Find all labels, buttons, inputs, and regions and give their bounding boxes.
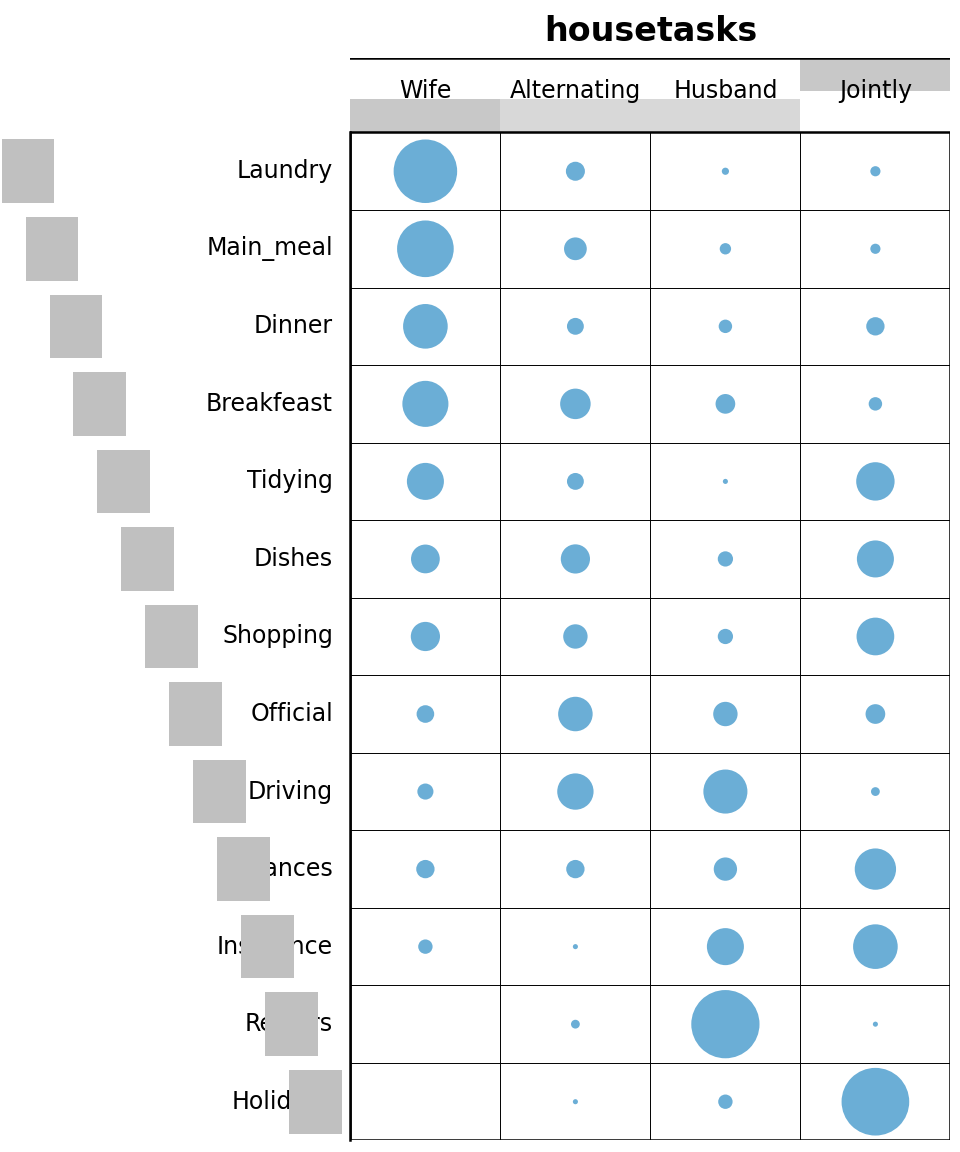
- Point: [418, 317, 433, 335]
- Point: [718, 550, 733, 568]
- Text: Laundry: Laundry: [236, 159, 333, 183]
- Point: [418, 782, 433, 801]
- Text: Official: Official: [251, 702, 333, 726]
- Point: [418, 472, 433, 491]
- Text: Repairs: Repairs: [245, 1013, 333, 1036]
- Text: Tidying: Tidying: [247, 469, 333, 493]
- Point: [868, 240, 883, 258]
- Point: [868, 317, 883, 335]
- Point: [868, 627, 883, 645]
- Point: [567, 938, 583, 956]
- Point: [868, 782, 883, 801]
- Point: [567, 705, 583, 723]
- Text: Alternating: Alternating: [510, 79, 641, 104]
- Point: [718, 317, 733, 335]
- Text: Shopping: Shopping: [222, 624, 333, 649]
- Point: [567, 240, 583, 258]
- Point: [718, 1092, 733, 1111]
- Point: [868, 1015, 883, 1033]
- Text: Dishes: Dishes: [253, 547, 333, 571]
- Point: [718, 938, 733, 956]
- Point: [868, 162, 883, 181]
- Point: [718, 627, 733, 645]
- Bar: [801, 58, 950, 91]
- Point: [567, 1092, 583, 1111]
- Text: Holidays: Holidays: [231, 1090, 333, 1114]
- Point: [868, 938, 883, 956]
- Text: Main_meal: Main_meal: [206, 236, 333, 262]
- Point: [418, 859, 433, 878]
- Point: [868, 550, 883, 568]
- Text: Jointly: Jointly: [839, 79, 912, 104]
- Point: [418, 550, 433, 568]
- Point: [418, 627, 433, 645]
- Point: [718, 859, 733, 878]
- Point: [718, 1015, 733, 1033]
- Point: [567, 627, 583, 645]
- Point: [718, 240, 733, 258]
- Point: [567, 162, 583, 181]
- Point: [567, 472, 583, 491]
- Text: Insurance: Insurance: [217, 934, 333, 958]
- Point: [418, 240, 433, 258]
- Point: [868, 472, 883, 491]
- Point: [567, 1015, 583, 1033]
- Text: Wife: Wife: [399, 79, 451, 104]
- Text: Dinner: Dinner: [253, 314, 333, 339]
- Point: [567, 859, 583, 878]
- Point: [718, 395, 733, 414]
- Text: Husband: Husband: [673, 79, 778, 104]
- Point: [718, 162, 733, 181]
- Point: [567, 395, 583, 414]
- Text: Driving: Driving: [248, 780, 333, 804]
- Point: [868, 859, 883, 878]
- Point: [718, 472, 733, 491]
- Point: [868, 705, 883, 723]
- Point: [567, 317, 583, 335]
- Text: Breakfeast: Breakfeast: [205, 392, 333, 416]
- Text: Finances: Finances: [230, 857, 333, 881]
- Point: [718, 705, 733, 723]
- Point: [718, 782, 733, 801]
- Point: [868, 395, 883, 414]
- Point: [868, 1092, 883, 1111]
- Point: [567, 550, 583, 568]
- Point: [418, 705, 433, 723]
- Point: [418, 162, 433, 181]
- Point: [418, 395, 433, 414]
- Point: [567, 782, 583, 801]
- Point: [418, 938, 433, 956]
- Bar: [500, 99, 801, 132]
- Bar: [350, 99, 500, 132]
- Text: housetasks: housetasks: [543, 15, 757, 48]
